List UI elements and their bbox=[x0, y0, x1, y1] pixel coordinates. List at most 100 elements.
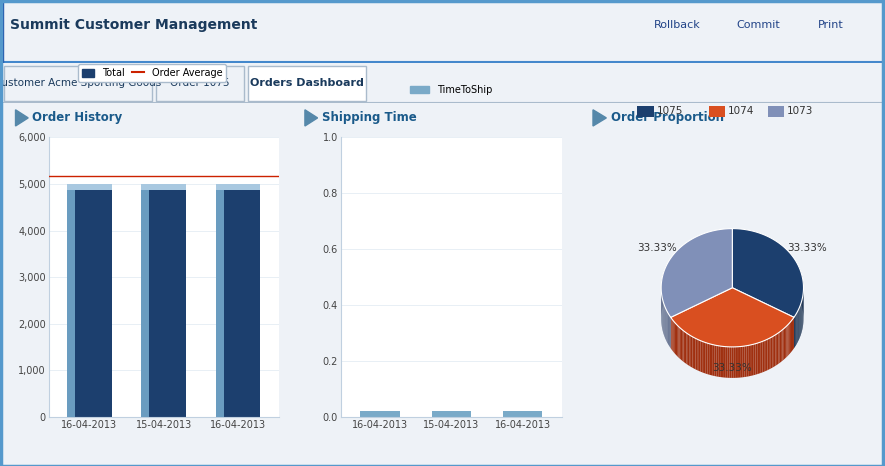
Text: Order History: Order History bbox=[33, 111, 123, 124]
Polygon shape bbox=[682, 330, 683, 362]
Polygon shape bbox=[670, 316, 671, 349]
Polygon shape bbox=[701, 341, 702, 372]
Polygon shape bbox=[593, 110, 606, 126]
Polygon shape bbox=[675, 322, 676, 355]
Polygon shape bbox=[767, 338, 769, 370]
Polygon shape bbox=[741, 346, 743, 377]
Polygon shape bbox=[759, 342, 761, 374]
Polygon shape bbox=[694, 337, 696, 370]
Polygon shape bbox=[727, 347, 729, 378]
Polygon shape bbox=[688, 334, 689, 366]
FancyBboxPatch shape bbox=[4, 66, 152, 102]
Polygon shape bbox=[785, 326, 787, 358]
Polygon shape bbox=[679, 326, 680, 358]
Polygon shape bbox=[672, 319, 673, 351]
Polygon shape bbox=[734, 347, 735, 378]
FancyBboxPatch shape bbox=[709, 106, 725, 116]
Bar bbox=[503, 411, 543, 417]
Bar bbox=[142, 184, 186, 190]
Polygon shape bbox=[782, 329, 784, 361]
Polygon shape bbox=[769, 337, 771, 370]
Polygon shape bbox=[778, 332, 780, 364]
Polygon shape bbox=[784, 328, 785, 360]
Polygon shape bbox=[705, 343, 707, 374]
Text: Shipping Time: Shipping Time bbox=[322, 111, 417, 124]
Polygon shape bbox=[687, 333, 688, 365]
Polygon shape bbox=[793, 317, 794, 350]
Polygon shape bbox=[683, 331, 685, 363]
Polygon shape bbox=[16, 110, 28, 126]
Text: 33.33%: 33.33% bbox=[712, 363, 752, 373]
Polygon shape bbox=[737, 347, 739, 378]
Text: Summit Customer Management: Summit Customer Management bbox=[10, 18, 258, 32]
FancyBboxPatch shape bbox=[156, 66, 244, 102]
Bar bbox=[432, 411, 471, 417]
Polygon shape bbox=[671, 317, 672, 350]
Polygon shape bbox=[699, 340, 701, 372]
Polygon shape bbox=[707, 343, 709, 375]
Bar bbox=[67, 184, 112, 190]
Legend: TimeToShip: TimeToShip bbox=[406, 81, 496, 99]
Polygon shape bbox=[744, 346, 746, 377]
Bar bbox=[216, 184, 260, 190]
Polygon shape bbox=[305, 110, 318, 126]
Text: 1075: 1075 bbox=[657, 106, 683, 116]
Polygon shape bbox=[676, 324, 677, 356]
FancyBboxPatch shape bbox=[248, 66, 366, 102]
Polygon shape bbox=[712, 345, 714, 376]
Polygon shape bbox=[780, 331, 781, 363]
Polygon shape bbox=[748, 345, 750, 377]
Polygon shape bbox=[671, 288, 794, 347]
Polygon shape bbox=[702, 342, 704, 373]
Polygon shape bbox=[750, 345, 752, 376]
Polygon shape bbox=[788, 324, 789, 356]
Bar bbox=[360, 411, 400, 417]
FancyBboxPatch shape bbox=[637, 106, 654, 116]
Polygon shape bbox=[763, 341, 764, 372]
Polygon shape bbox=[685, 332, 687, 364]
Polygon shape bbox=[781, 330, 782, 362]
Text: Order Proportion: Order Proportion bbox=[611, 111, 724, 124]
Polygon shape bbox=[709, 344, 711, 375]
Polygon shape bbox=[691, 336, 692, 368]
Polygon shape bbox=[752, 344, 754, 376]
Polygon shape bbox=[719, 346, 720, 377]
Polygon shape bbox=[692, 337, 694, 369]
Polygon shape bbox=[677, 325, 679, 357]
Text: Order 1075: Order 1075 bbox=[170, 78, 230, 88]
Text: Orders Dashboard: Orders Dashboard bbox=[250, 78, 364, 88]
Polygon shape bbox=[714, 345, 717, 377]
Polygon shape bbox=[758, 343, 759, 374]
Polygon shape bbox=[673, 322, 675, 354]
Polygon shape bbox=[787, 325, 788, 357]
Polygon shape bbox=[746, 345, 748, 377]
Polygon shape bbox=[696, 338, 697, 370]
Text: 1073: 1073 bbox=[787, 106, 813, 116]
Text: Rollback: Rollback bbox=[654, 20, 701, 30]
Polygon shape bbox=[717, 345, 719, 377]
Polygon shape bbox=[766, 339, 767, 371]
Polygon shape bbox=[735, 347, 737, 378]
Polygon shape bbox=[775, 334, 777, 366]
Polygon shape bbox=[789, 321, 791, 354]
Polygon shape bbox=[754, 344, 756, 375]
Bar bbox=[142, 184, 186, 417]
Polygon shape bbox=[722, 346, 724, 377]
Polygon shape bbox=[791, 320, 792, 352]
Polygon shape bbox=[731, 347, 734, 378]
Polygon shape bbox=[743, 346, 744, 377]
Polygon shape bbox=[711, 344, 712, 376]
Text: 33.33%: 33.33% bbox=[637, 243, 677, 253]
Legend: Total, Order Average: Total, Order Average bbox=[78, 64, 227, 82]
Polygon shape bbox=[720, 346, 722, 377]
Text: 1074: 1074 bbox=[727, 106, 754, 116]
Polygon shape bbox=[756, 343, 758, 375]
Bar bbox=[216, 184, 260, 417]
Text: Customer Acme Sporting Goods: Customer Acme Sporting Goods bbox=[0, 78, 162, 88]
Text: Print: Print bbox=[818, 20, 843, 30]
Polygon shape bbox=[792, 319, 793, 351]
Polygon shape bbox=[689, 335, 691, 367]
Polygon shape bbox=[680, 328, 681, 360]
Bar bbox=[0, 0, 3, 63]
FancyBboxPatch shape bbox=[768, 106, 784, 116]
